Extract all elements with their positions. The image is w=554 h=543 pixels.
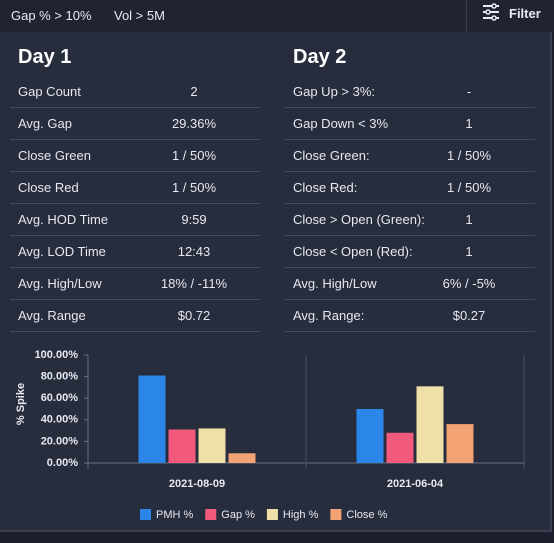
stat-label: Close Red bbox=[18, 180, 79, 195]
stat-label: Avg. High/Low bbox=[293, 276, 377, 291]
stat-row: Avg. High/Low 6% / -5% bbox=[285, 267, 535, 300]
legend-label: Gap % bbox=[221, 509, 255, 521]
stat-value: 2 bbox=[190, 84, 198, 99]
stat-label: Gap Down < 3% bbox=[293, 116, 389, 131]
stats-panel: Day 1 Gap Count 2 Avg. Gap 29.36% Close Gree… bbox=[0, 32, 552, 532]
stat-label: Avg. LOD Time bbox=[18, 244, 106, 259]
stat-value: 18% / -11% bbox=[160, 276, 228, 291]
filter-button[interactable]: Filter bbox=[466, 0, 554, 32]
stat-row: Close < Open (Red): 1 bbox=[285, 235, 535, 268]
legend-swatch bbox=[330, 509, 342, 520]
x-tick-label: 2021-08-09 bbox=[169, 478, 225, 490]
stat-value: 1 / 50% bbox=[446, 148, 492, 163]
bar bbox=[446, 424, 474, 463]
stat-value: 1 bbox=[465, 116, 473, 131]
chart: % Spike 0.00% 20.00% 40.00% 60.00% 80.00% 100… bbox=[15, 349, 525, 521]
stat-label: Close Red: bbox=[293, 180, 358, 195]
bar bbox=[168, 429, 196, 463]
stat-value: $0.27 bbox=[452, 308, 486, 323]
x-tick-label: 2021-06-04 bbox=[387, 478, 444, 490]
stat-label: Close Green bbox=[18, 148, 91, 163]
stat-row: Avg. Gap 29.36% bbox=[10, 107, 260, 140]
legend-label: High % bbox=[283, 509, 319, 521]
table-title: Day 2 bbox=[293, 46, 347, 68]
stat-row: Gap Down < 3% 1 bbox=[285, 107, 535, 140]
y-tick-label: 0.00% bbox=[47, 457, 78, 469]
stat-row: Close Green 1 / 50% bbox=[10, 139, 260, 172]
stat-row: Avg. LOD Time 12:43 bbox=[10, 235, 260, 268]
stat-label: Avg. Range: bbox=[293, 308, 365, 323]
stat-row: Close Green: 1 / 50% bbox=[285, 139, 535, 172]
stat-value: 9:59 bbox=[181, 212, 207, 227]
bar bbox=[138, 375, 166, 463]
stat-value: 1 / 50% bbox=[171, 180, 217, 195]
button-label: Filter bbox=[509, 6, 541, 21]
legend-label: Close % bbox=[346, 509, 387, 521]
stat-row: Close Red 1 / 50% bbox=[10, 171, 260, 204]
stat-row: Avg. HOD Time 9:59 bbox=[10, 203, 260, 236]
stat-row: Avg. Range $0.72 bbox=[10, 299, 260, 332]
stat-label: Avg. High/Low bbox=[18, 276, 102, 291]
legend-label: PMH % bbox=[156, 509, 194, 521]
stat-label: Avg. Range bbox=[18, 308, 86, 323]
toolbar: Gap % > 10% Vol > 5M Filter bbox=[0, 0, 554, 32]
stat-label: Close > Open (Green): bbox=[293, 212, 425, 227]
y-tick-label: 60.00% bbox=[41, 392, 79, 404]
y-tick-label: 20.00% bbox=[41, 435, 79, 447]
y-tick-label: 80.00% bbox=[41, 371, 79, 383]
legend-swatch bbox=[266, 509, 278, 520]
stat-value: $0.72 bbox=[177, 308, 211, 323]
stat-row: Avg. High/Low 18% / -11% bbox=[10, 267, 260, 300]
stat-value: 1 bbox=[465, 244, 473, 259]
stat-label: Close Green: bbox=[293, 148, 370, 163]
legend-swatch bbox=[140, 509, 151, 520]
filter-tag[interactable]: Vol > 5M bbox=[114, 8, 165, 23]
stat-row: Avg. Range: $0.27 bbox=[285, 299, 535, 332]
stat-row: Close > Open (Green): 1 bbox=[285, 203, 535, 236]
filter-icon bbox=[483, 3, 499, 21]
bar bbox=[356, 409, 384, 463]
stat-row: Gap Count 2 bbox=[10, 75, 260, 108]
stat-value: 1 / 50% bbox=[171, 148, 217, 163]
bar bbox=[416, 386, 444, 463]
stat-value: 12:43 bbox=[177, 244, 211, 259]
stat-value: - bbox=[466, 84, 472, 99]
stat-value: 29.36% bbox=[171, 116, 217, 131]
stat-row: Gap Up > 3%: - bbox=[285, 75, 535, 108]
stat-label: Avg. Gap bbox=[18, 116, 72, 131]
stat-row: Close Red: 1 / 50% bbox=[285, 171, 535, 204]
stat-label: Gap Up > 3%: bbox=[293, 84, 376, 99]
legend-swatch bbox=[205, 509, 217, 520]
y-axis-label: % Spike bbox=[15, 383, 27, 425]
bar bbox=[228, 453, 256, 463]
stat-label: Gap Count bbox=[18, 84, 81, 99]
stat-label: Avg. HOD Time bbox=[18, 212, 109, 227]
stat-value: 6% / -5% bbox=[442, 276, 496, 291]
stat-value: 1 / 50% bbox=[446, 180, 492, 195]
stat-label: Close < Open (Red): bbox=[293, 244, 413, 259]
bar bbox=[386, 432, 414, 463]
stat-value: 1 bbox=[465, 212, 473, 227]
y-tick-label: 100.00% bbox=[35, 349, 79, 361]
table-title: Day 1 bbox=[18, 46, 72, 68]
filter-tag[interactable]: Gap % > 10% bbox=[11, 8, 92, 23]
y-tick-label: 40.00% bbox=[41, 414, 79, 426]
bar bbox=[198, 428, 226, 463]
